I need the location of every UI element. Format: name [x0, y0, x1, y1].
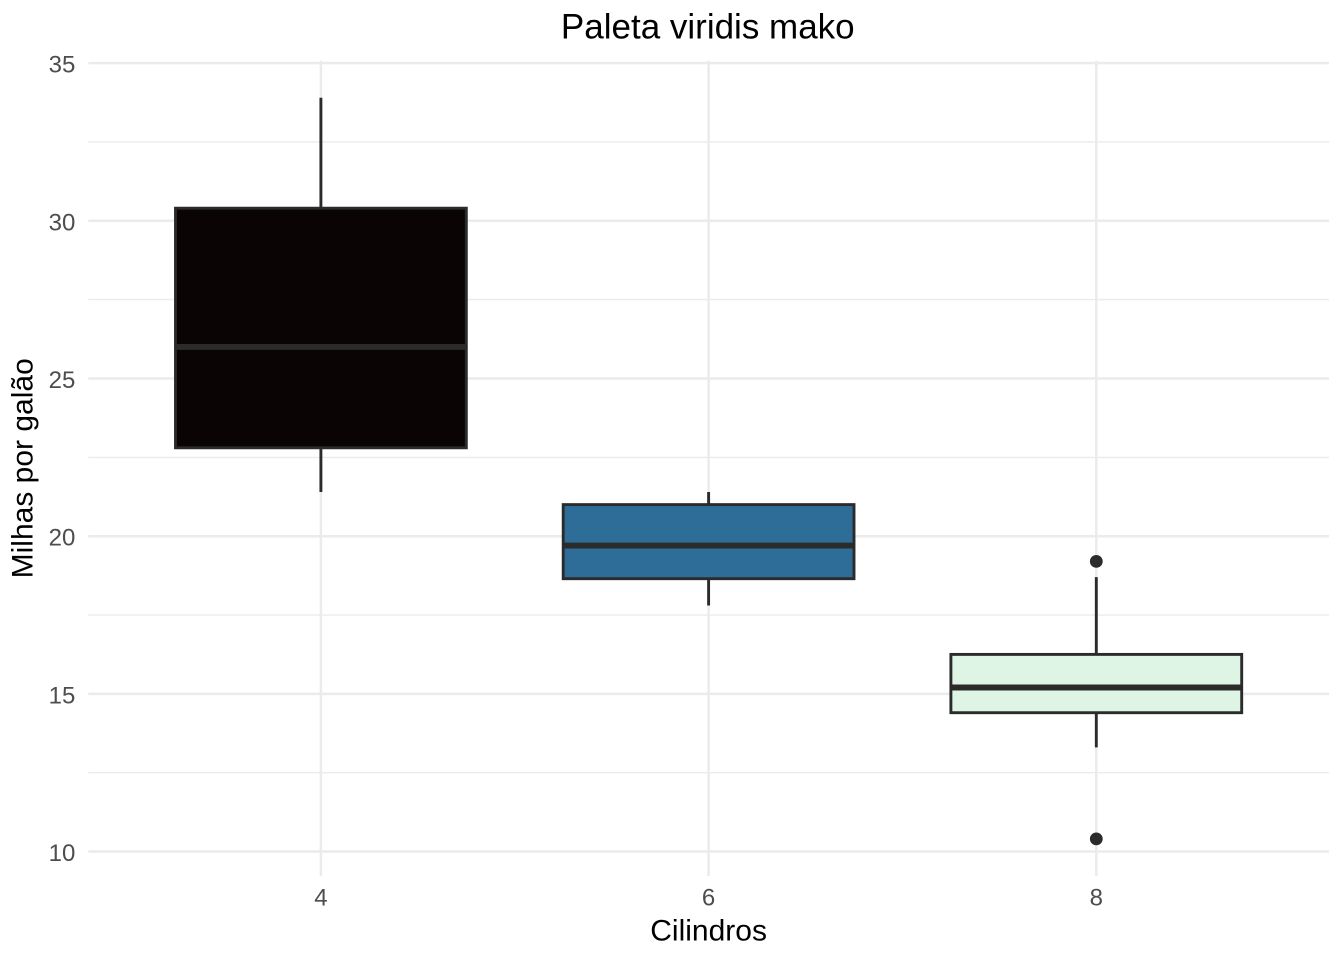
svg-text:35: 35 [49, 52, 76, 79]
svg-text:20: 20 [49, 525, 76, 552]
svg-text:8: 8 [1090, 885, 1103, 912]
svg-text:25: 25 [49, 367, 76, 394]
svg-text:4: 4 [314, 885, 327, 912]
svg-text:Milhas por galão: Milhas por galão [7, 358, 40, 578]
svg-text:15: 15 [49, 682, 76, 709]
svg-text:Paleta viridis mako: Paleta viridis mako [561, 8, 855, 47]
svg-text:30: 30 [49, 209, 76, 236]
svg-text:6: 6 [702, 885, 715, 912]
svg-text:Cilindros: Cilindros [650, 914, 767, 947]
svg-text:10: 10 [49, 840, 76, 867]
